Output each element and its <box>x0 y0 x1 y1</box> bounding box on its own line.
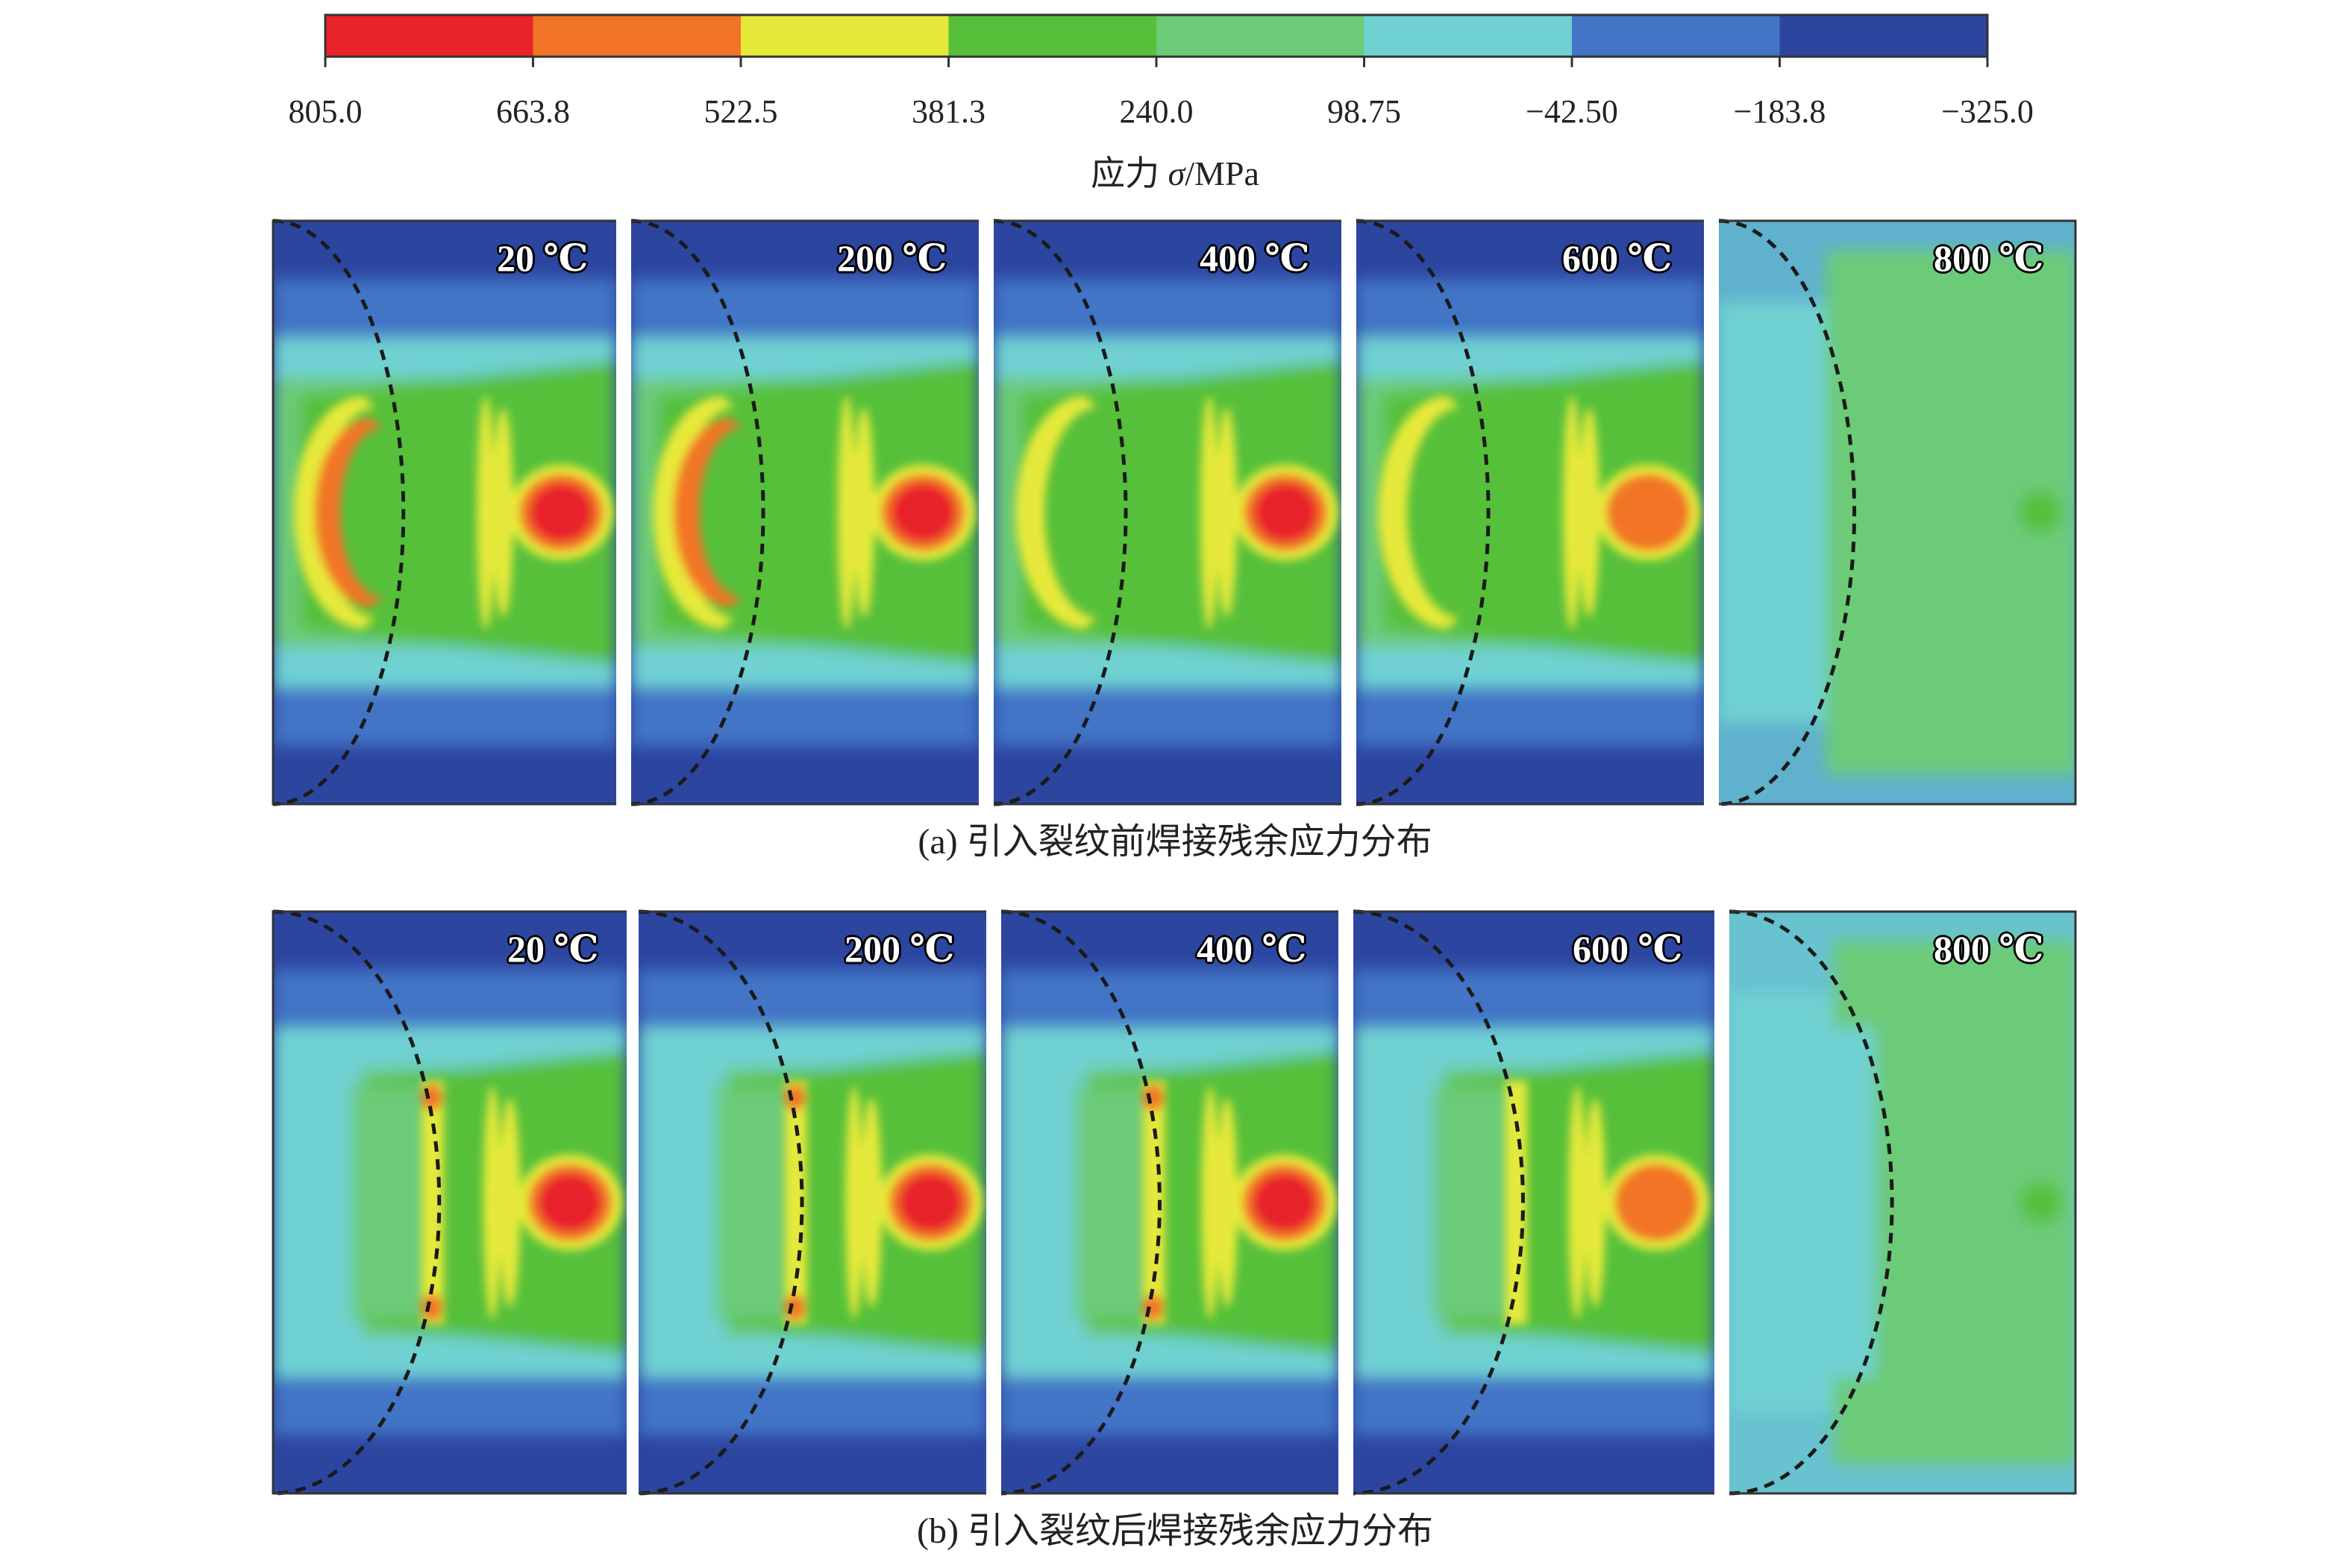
colorbar-tick-label: 805.0 <box>288 93 363 130</box>
crack-boundary-line <box>1000 909 1162 1496</box>
stress-panel <box>1353 912 1714 1493</box>
panel-separator <box>1341 219 1356 806</box>
caption-a: (a) 引入裂纹前焊接残余应力分布 <box>918 822 1432 862</box>
crack-boundary-line <box>1356 219 1491 806</box>
panel-separator <box>1338 910 1353 1495</box>
colorbar <box>324 13 1989 67</box>
temperature-label: 600 ℃ <box>1573 928 1683 970</box>
row-frame <box>272 910 2077 1495</box>
panel-separator <box>1714 910 1729 1495</box>
colorbar-segment <box>1364 15 1573 57</box>
stress-panel <box>1729 912 2075 1493</box>
colorbar-tick-label: −183.8 <box>1733 93 1826 130</box>
stress-panel <box>1719 221 2075 804</box>
panel-separator <box>1704 219 1719 806</box>
colorbar-title: 应力 σ/MPa <box>1091 154 1259 192</box>
colorbar-tick-label: 522.5 <box>704 93 778 130</box>
temperature-label: 20 ℃ <box>497 237 589 279</box>
temperature-label: 200 ℃ <box>837 237 947 279</box>
colorbar-segment <box>948 15 1157 57</box>
crack-boundary-line <box>272 909 442 1496</box>
crack-boundary-line <box>630 219 765 806</box>
caption-b: (b) 引入裂纹后焊接残余应力分布 <box>917 1511 1433 1551</box>
temperature-label: 600 ℃ <box>1562 237 1673 279</box>
panel-separator <box>627 910 639 1495</box>
temperature-label: 800 ℃ <box>1934 928 2044 970</box>
crack-boundary-line <box>1353 909 1525 1496</box>
crack-boundary-line <box>638 909 804 1496</box>
colorbar-segment <box>741 15 949 57</box>
stress-panel <box>639 912 986 1493</box>
temperature-label: 800 ℃ <box>1934 237 2044 279</box>
temperature-label: 20 ℃ <box>507 928 599 970</box>
panels-row-b <box>272 909 2077 1496</box>
row-frame <box>272 219 2077 806</box>
temperature-label: 400 ℃ <box>1200 237 1310 279</box>
colorbar-segment <box>533 15 742 57</box>
colorbar-segment <box>1156 15 1364 57</box>
crack-boundary-line <box>993 219 1128 806</box>
colorbar-segment <box>1572 15 1780 57</box>
temperature-label: 200 ℃ <box>845 928 955 970</box>
stress-panel <box>273 221 616 804</box>
colorbar-segment <box>325 15 533 57</box>
panels-row-a <box>272 219 2077 806</box>
panel-separator <box>979 219 994 806</box>
colorbar-tick-label: −42.50 <box>1526 93 1618 130</box>
crack-boundary-line <box>272 219 406 806</box>
panel-separator <box>986 910 1001 1495</box>
stress-panel <box>273 912 627 1493</box>
stress-panel <box>1001 912 1338 1493</box>
crack-boundary-line <box>1729 909 1894 1496</box>
panel-separator <box>616 219 631 806</box>
stress-panel <box>994 221 1341 804</box>
colorbar-tick-label: −325.0 <box>1941 93 2034 130</box>
colorbar-tick-label: 240.0 <box>1119 93 1194 130</box>
stress-panel <box>631 221 979 804</box>
crack-boundary-line <box>1718 219 1857 806</box>
colorbar-tick-label: 381.3 <box>912 93 986 130</box>
colorbar-tick-label: 98.75 <box>1327 93 1401 130</box>
colorbar-tick-label: 663.8 <box>496 93 570 130</box>
stress-panel <box>1356 221 1704 804</box>
temperature-label: 400 ℃ <box>1197 928 1307 970</box>
colorbar-segment <box>1779 15 1988 57</box>
